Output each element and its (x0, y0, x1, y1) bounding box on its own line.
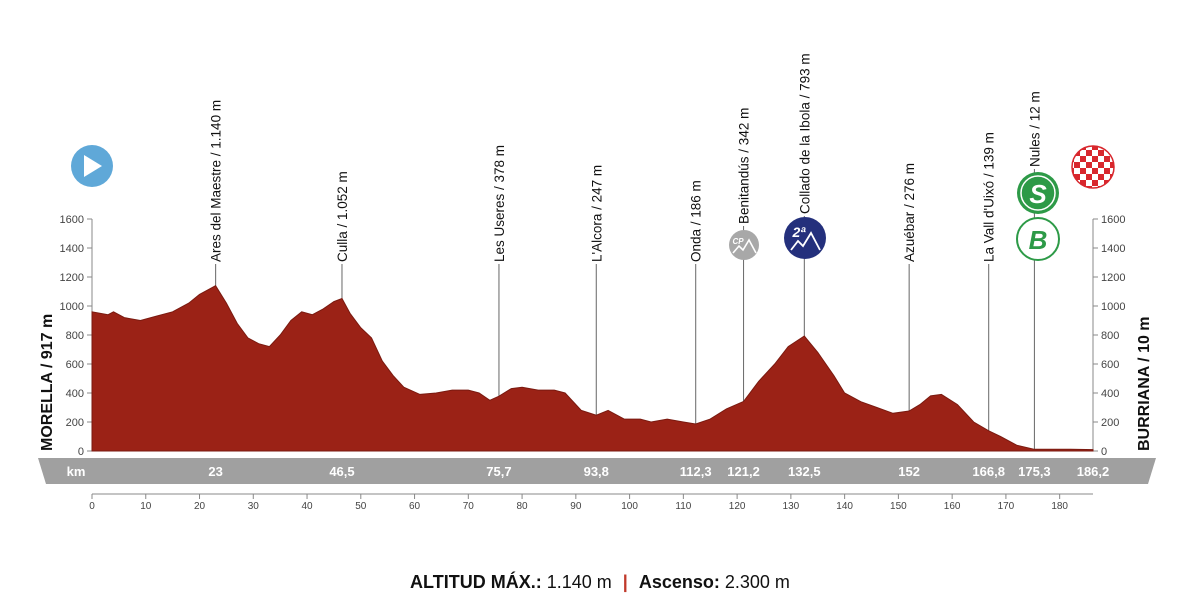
km-marker: 175,3 (1018, 464, 1051, 479)
waypoint-label: Onda / 186 m (689, 180, 704, 262)
y-tick-label: 1400 (60, 243, 84, 255)
y-tick-label: 1000 (1101, 301, 1125, 313)
y-tick-label: 200 (1101, 417, 1119, 429)
x-tick-label: 40 (301, 501, 313, 512)
checkered-flag-icon (1071, 145, 1115, 189)
y-tick-label: 1600 (60, 214, 84, 226)
waypoint-label: L'Alcora / 247 m (589, 165, 604, 262)
bonus-badge-label: B (1029, 225, 1048, 255)
waypoint-label: Les Useres / 378 m (492, 145, 507, 262)
y-axis-left: 0 200 400 600 800 1000 1200 1400 1600 (60, 214, 93, 458)
ascent-value: 2.300 m (724, 572, 790, 592)
x-tick-label: 50 (355, 501, 367, 512)
x-tick-label: 160 (944, 501, 961, 512)
km-band-label: km (67, 464, 86, 479)
y-tick-label: 200 (66, 417, 84, 429)
summary-separator: | (622, 572, 628, 592)
y-tick-label: 600 (66, 359, 84, 371)
waypoint-label: Benitandús / 342 m (737, 108, 752, 224)
checkpoint-badge: CP (729, 230, 759, 260)
waypoint-label: Culla / 1.052 m (335, 171, 350, 262)
climb-category-badge: 2ª (784, 217, 826, 259)
waypoint-label: Collado de la Ibola / 793 m (797, 53, 812, 214)
x-tick-label: 140 (836, 501, 853, 512)
bonus-badge: B (1016, 217, 1060, 261)
elevation-profile-area (91, 285, 1094, 452)
play-icon (71, 145, 113, 187)
km-marker: 93,8 (584, 464, 609, 479)
km-marker: 152 (898, 464, 920, 479)
y-tick-label: 800 (66, 330, 84, 342)
x-tick-label: 80 (517, 501, 529, 512)
km-marker: 75,7 (486, 464, 511, 479)
x-tick-label: 180 (1051, 501, 1068, 512)
start-town-label: MORELLA / 917 m (39, 314, 56, 451)
x-tick-label: 170 (998, 501, 1015, 512)
km-markers: 23 46,5 75,7 93,8 112,3 121,2 132,5 152 166,8 175… (208, 464, 1109, 479)
x-tick-label: 20 (194, 501, 206, 512)
waypoint-labels: Ares del Maestre / 1.140 m Culla / 1.052 … (209, 53, 1043, 262)
x-tick-label: 100 (621, 501, 638, 512)
climb-category-label: 2ª (792, 224, 807, 240)
km-marker: 23 (208, 464, 222, 479)
x-tick-label: 90 (570, 501, 582, 512)
km-marker: 112,3 (680, 464, 712, 479)
max-altitude-value: 1.140 m (546, 572, 612, 592)
x-tick-label: 130 (783, 501, 800, 512)
x-tick-label: 60 (409, 501, 421, 512)
stage-summary: ALTITUD MÁX.: 1.140 m | Ascenso: 2.300 m (0, 572, 1200, 593)
x-tick-label: 30 (248, 501, 260, 512)
y-tick-label: 1600 (1101, 214, 1125, 226)
sprint-badge: S (1017, 172, 1059, 214)
checkpoint-badge-label: CP (732, 237, 744, 246)
y-tick-label: 400 (66, 388, 84, 400)
km-marker: 166,8 (972, 464, 1005, 479)
x-tick-label: 70 (463, 501, 475, 512)
y-tick-label: 600 (1101, 359, 1119, 371)
km-band (38, 458, 1156, 484)
ascent-label: Ascenso: (638, 572, 720, 592)
y-tick-label: 800 (1101, 330, 1119, 342)
x-tick-label: 120 (729, 501, 746, 512)
x-tick-label: 0 (89, 501, 95, 512)
max-altitude-label: ALTITUD MÁX.: (410, 572, 542, 592)
waypoint-label: Nules / 12 m (1027, 91, 1042, 167)
x-tick-label: 150 (890, 501, 907, 512)
x-tick-label: 10 (140, 501, 152, 512)
waypoint-label: Ares del Maestre / 1.140 m (209, 100, 224, 262)
sprint-badge-label: S (1029, 179, 1047, 209)
km-marker: 186,2 (1077, 464, 1110, 479)
y-tick-label: 400 (1101, 388, 1119, 400)
finish-town-label: BURRIANA / 10 m (1136, 316, 1153, 451)
y-axis-right: 0 200 400 600 800 1000 1200 1400 1600 (1092, 214, 1125, 458)
x-axis-ticks: 0 10 20 30 40 50 60 70 80 90 100 110 120 130 140 150 160… (89, 494, 1068, 512)
waypoint-label: Azuébar / 276 m (902, 163, 917, 262)
y-tick-label: 1200 (1101, 272, 1125, 284)
y-tick-label: 1000 (60, 301, 84, 313)
km-marker: 46,5 (329, 464, 354, 479)
y-tick-label: 0 (1101, 446, 1107, 458)
y-tick-label: 1200 (60, 272, 84, 284)
waypoint-label: La Vall d'Uixó / 139 m (982, 132, 997, 262)
x-tick-label: 110 (675, 501, 691, 512)
y-tick-label: 1400 (1101, 243, 1125, 255)
km-marker: 121,2 (727, 464, 760, 479)
y-tick-label: 0 (78, 446, 84, 458)
km-marker: 132,5 (788, 464, 821, 479)
